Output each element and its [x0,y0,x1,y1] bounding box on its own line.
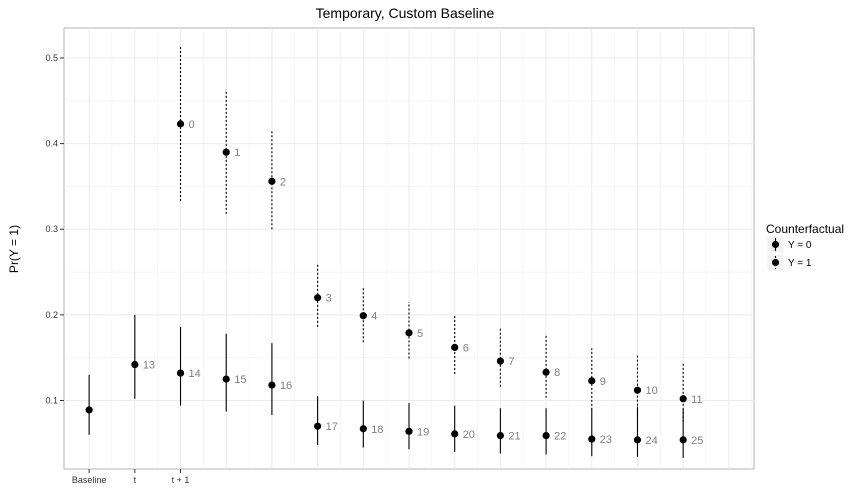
y-tick-label: 0.3 [45,224,58,234]
data-point [405,427,413,435]
y-axis-title: Pr(Y = 1) [7,225,21,273]
point-label: 25 [691,435,703,447]
legend-label: Y = 0 [788,240,812,251]
y-tick-label: 0.4 [45,139,58,149]
data-point [405,329,413,337]
legend-key-point [771,258,780,267]
legend-label: Y = 1 [788,258,812,269]
point-label: 11 [691,394,702,406]
point-label: 21 [508,431,520,443]
point-label: 24 [645,435,657,447]
point-label: 15 [234,374,246,386]
point-label: 18 [371,424,383,436]
point-label: 8 [554,367,560,379]
point-label: 19 [417,426,429,438]
data-point [359,425,367,433]
data-point [451,343,459,352]
data-point [633,436,642,444]
data-point [314,422,322,430]
data-point [588,377,596,385]
point-label: 6 [463,342,469,354]
x-tick-label: Baseline [72,475,107,485]
data-point [268,177,276,185]
data-point [496,432,504,440]
point-label: 16 [280,380,292,392]
data-point [176,369,185,377]
y-tick-label: 0.1 [45,395,58,405]
x-tick-label: t + 1 [172,475,190,485]
point-label: 4 [371,311,377,323]
y-tick-label: 0.5 [45,53,58,63]
data-point [268,381,276,389]
point-label: 17 [326,421,338,433]
point-label: 14 [189,368,201,380]
point-label: 23 [600,434,612,446]
x-axis: Baseline t t + 1 [72,469,190,485]
point-label: 7 [508,356,514,368]
point-label: 9 [600,376,606,388]
data-point [679,395,687,403]
legend-key-point [771,240,780,249]
grid [64,28,754,469]
point-label: 22 [554,431,566,443]
data-point [314,294,322,302]
x-tick-label: t [134,475,137,485]
data-point [542,368,550,376]
data-point [222,148,230,156]
point-label: 1 [234,147,240,159]
y-tick-label: 0.2 [45,310,58,320]
point-label: 5 [417,328,423,340]
point-label: 3 [326,293,332,305]
data-point [633,386,642,394]
data-point [131,360,139,369]
data-point [176,120,185,128]
data-point [496,357,504,365]
data-point [588,435,596,443]
y-axis: 0.1 0.2 0.3 0.4 0.5 [45,53,64,405]
data-point [451,430,459,438]
point-label: 10 [645,385,657,397]
point-label: 2 [280,176,286,188]
data-point [679,436,687,444]
data-point [222,375,230,383]
chart-title: Temporary, Custom Baseline [316,5,495,21]
point-label: 0 [189,119,195,131]
data-point [85,406,93,414]
legend: Counterfactual Y = 0 Y = 1 [766,222,844,272]
point-label: 13 [143,360,155,372]
legend-title: Counterfactual [766,222,844,236]
data-point [359,312,367,320]
point-label: 20 [463,429,475,441]
data-point [542,432,550,440]
